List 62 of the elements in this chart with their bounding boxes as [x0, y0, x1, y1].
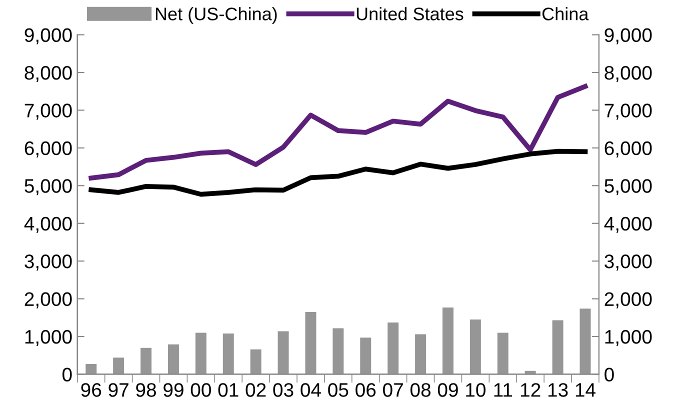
- bar: [332, 328, 344, 374]
- x-tick-label: 13: [548, 383, 568, 397]
- y2-tick-label: 8,000: [604, 66, 652, 82]
- y2-tick-label: 7,000: [604, 104, 652, 120]
- line-series: [88, 148, 588, 197]
- y2-tick-label: 1,000: [605, 330, 652, 346]
- y-tick-label: 8,000: [24, 66, 72, 82]
- y2-tick-label: 6,000: [604, 141, 652, 158]
- bar: [278, 331, 289, 374]
- line-series: [88, 84, 588, 181]
- x-tick-label: 12: [521, 383, 540, 397]
- x-tick-label: 06: [356, 383, 376, 397]
- y-tick-label: 7,000: [24, 104, 72, 120]
- y-tick-label: 9,000: [24, 28, 72, 44]
- bar: [552, 320, 564, 374]
- bar: [168, 344, 179, 374]
- bar: [195, 332, 206, 374]
- bar: [86, 364, 97, 374]
- x-tick-label: 11: [494, 383, 512, 397]
- bar: [580, 308, 591, 374]
- bar: [305, 312, 316, 374]
- bar: [360, 338, 372, 374]
- bar: [442, 307, 454, 374]
- bar: [113, 358, 124, 374]
- x-tick-label: 04: [300, 383, 321, 397]
- y-tick-label: 6,000: [24, 141, 72, 158]
- y-tick-label: 1,000: [25, 330, 72, 346]
- x-tick-label: 14: [576, 383, 596, 397]
- y-tick-label: 0: [62, 368, 72, 382]
- y2-tick-label: 0: [604, 368, 614, 382]
- y-tick-label: 5,000: [24, 179, 72, 196]
- y2-tick-label: 3,000: [604, 254, 652, 271]
- bar: [388, 322, 399, 374]
- bar: [497, 332, 508, 374]
- bar: [470, 320, 481, 374]
- bar: [140, 348, 152, 374]
- y-tick-label: 4,000: [24, 216, 72, 233]
- y2-tick-label: 2,000: [604, 292, 652, 308]
- x-tick-label: 98: [136, 383, 156, 397]
- x-tick-label: 00: [190, 383, 211, 397]
- y-tick-label: 3,000: [24, 254, 72, 271]
- x-tick-label: 97: [108, 383, 128, 397]
- bar: [415, 334, 426, 374]
- x-tick-label: 03: [273, 383, 294, 397]
- x-tick-label: 07: [383, 383, 403, 397]
- x-tick-label: 08: [410, 383, 431, 397]
- x-tick-label: 99: [164, 383, 184, 397]
- x-tick-label: 09: [438, 383, 458, 397]
- y-tick-label: 2,000: [24, 292, 72, 308]
- x-tick-label: 96: [81, 383, 102, 397]
- legend-label: United States: [356, 7, 464, 20]
- bar: [250, 349, 262, 374]
- y2-tick-label: 9,000: [604, 28, 652, 44]
- x-tick-label: 10: [466, 383, 486, 397]
- x-tick-label: 02: [246, 383, 266, 397]
- x-tick-label: 05: [328, 383, 348, 397]
- x-tick-label: 01: [218, 383, 238, 397]
- bar: [222, 334, 234, 374]
- legend-label: Net (US-China): [156, 7, 277, 24]
- legend-label: China: [542, 7, 589, 20]
- y2-tick-label: 4,000: [604, 216, 652, 233]
- y2-tick-label: 5,000: [604, 179, 652, 196]
